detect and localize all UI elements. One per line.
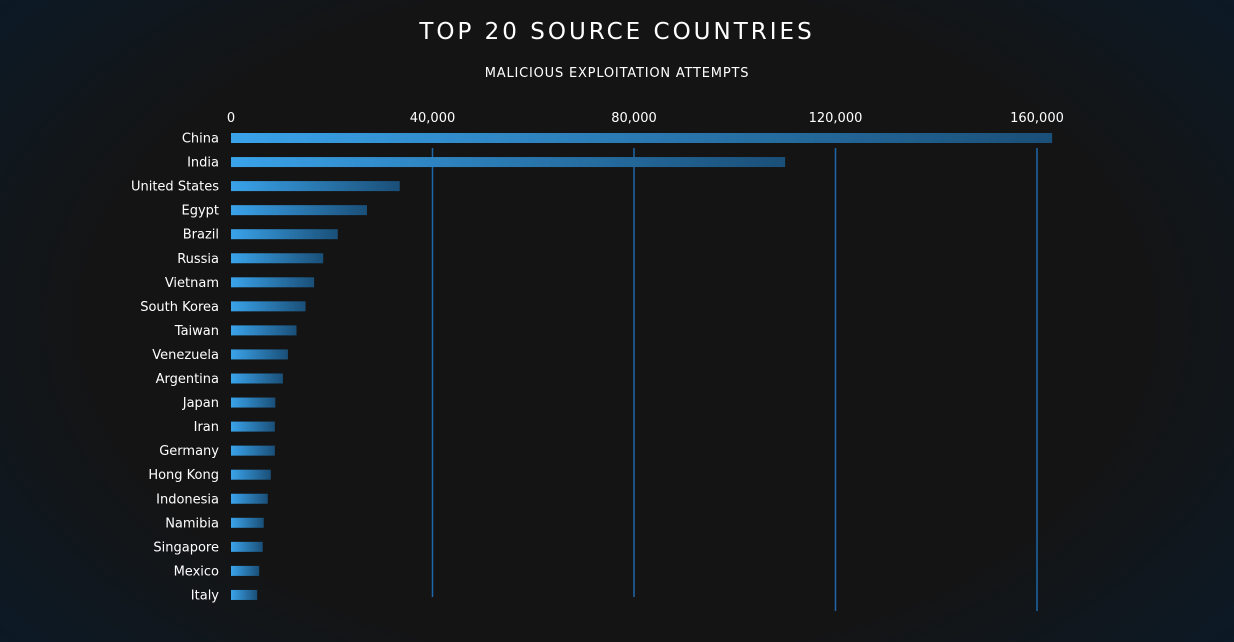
bar <box>231 541 263 552</box>
bar <box>231 565 260 576</box>
category-label: Japan <box>182 396 219 411</box>
bar <box>231 205 368 216</box>
bar <box>231 469 271 480</box>
bar <box>231 325 297 336</box>
x-tick-label: 40,000 <box>410 111 456 126</box>
chart-title: TOP 20 SOURCE COUNTRIES <box>419 19 815 45</box>
bar <box>231 397 276 408</box>
x-tick-label: 160,000 <box>1010 111 1064 126</box>
category-label: Russia <box>177 252 219 267</box>
category-label: Namibia <box>165 516 219 531</box>
category-label: United States <box>131 180 219 195</box>
bar <box>231 445 275 456</box>
category-label: India <box>187 156 219 171</box>
bar <box>231 253 324 264</box>
bar <box>231 181 400 192</box>
category-label: Indonesia <box>156 492 219 507</box>
category-label: Singapore <box>153 540 219 555</box>
category-label: South Korea <box>140 300 219 315</box>
chart-subtitle: MALICIOUS EXPLOITATION ATTEMPTS <box>484 66 750 81</box>
category-label: China <box>182 132 219 147</box>
bar <box>231 493 268 504</box>
x-tick-label: 0 <box>227 111 235 126</box>
category-label: Egypt <box>181 204 219 219</box>
bar <box>231 229 338 240</box>
category-label: Iran <box>194 420 219 435</box>
x-tick-label: 80,000 <box>611 111 657 126</box>
bar <box>231 133 1053 143</box>
category-label: Germany <box>159 444 219 459</box>
category-label: Taiwan <box>174 324 219 339</box>
bar <box>231 517 264 528</box>
category-label: Venezuela <box>152 348 219 363</box>
category-label: Argentina <box>156 372 219 387</box>
bar <box>231 421 275 432</box>
bar <box>231 589 258 600</box>
x-tick-label: 120,000 <box>809 111 863 126</box>
category-label: Vietnam <box>165 276 219 291</box>
category-label: Mexico <box>174 564 219 579</box>
category-label: Hong Kong <box>148 468 219 483</box>
bar <box>231 373 283 384</box>
bar <box>231 349 288 360</box>
bar <box>231 301 306 312</box>
bar <box>231 157 786 168</box>
category-label: Italy <box>191 588 220 603</box>
bar <box>231 277 315 288</box>
category-label: Brazil <box>183 228 219 243</box>
